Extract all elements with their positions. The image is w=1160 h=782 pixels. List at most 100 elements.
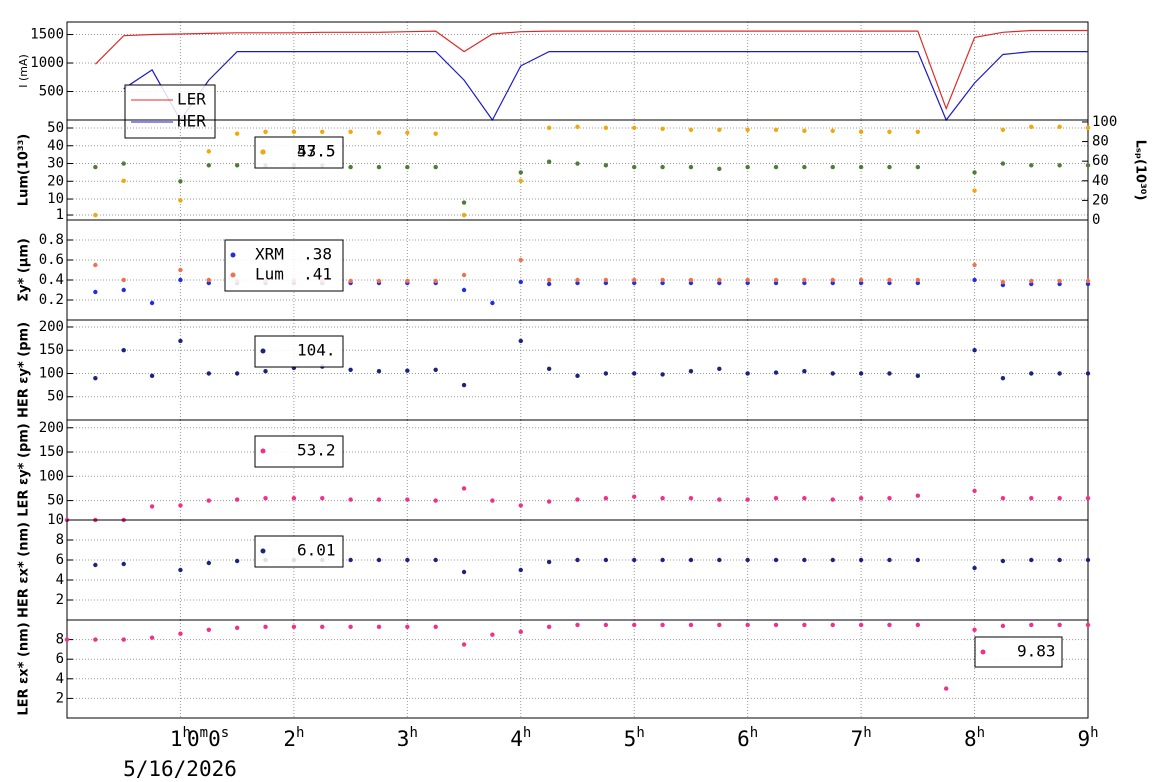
data-point	[660, 495, 665, 501]
legend-box	[254, 435, 344, 468]
data-point	[348, 367, 353, 372]
data-point	[802, 164, 807, 170]
data-point	[688, 622, 694, 628]
legend-label: LER	[177, 90, 206, 109]
y-axis-label: LER εy* (pm)	[17, 423, 32, 516]
data-point	[830, 371, 835, 376]
y-tick-label: 8	[56, 632, 64, 648]
x-tick-label: 5h	[624, 725, 645, 751]
data-point	[93, 637, 98, 642]
date-label: 5/16/2026	[123, 757, 237, 781]
data-point	[376, 278, 382, 284]
y-tick-label: 6	[56, 552, 64, 568]
data-point	[1029, 371, 1034, 376]
data-point	[858, 557, 864, 563]
data-point	[830, 277, 835, 283]
data-point	[518, 338, 523, 344]
data-point	[660, 277, 665, 283]
data-point	[291, 129, 297, 134]
data-point	[178, 198, 183, 203]
data-point	[178, 277, 183, 283]
data-point	[518, 629, 523, 634]
data-point	[518, 279, 523, 285]
data-point	[717, 366, 722, 372]
data-point	[518, 257, 523, 263]
data-point	[93, 289, 98, 295]
data-point	[717, 497, 722, 502]
y2-tick-label: 20	[1092, 192, 1109, 208]
data-point	[887, 371, 892, 376]
x-tick-label: 2h	[283, 725, 304, 751]
data-point	[1000, 375, 1006, 381]
data-point	[206, 163, 212, 168]
y-tick-label: 2	[56, 592, 64, 608]
data-point	[632, 557, 637, 563]
data-point	[461, 642, 467, 647]
data-point	[461, 272, 467, 278]
data-point	[518, 178, 523, 183]
data-point	[603, 622, 609, 628]
data-point	[206, 277, 212, 283]
data-point	[93, 164, 98, 170]
x-tick-label: 1h	[170, 725, 191, 751]
data-point	[1000, 558, 1006, 564]
data-point	[603, 495, 609, 501]
data-point	[717, 622, 722, 628]
data-point	[773, 622, 779, 628]
data-point	[121, 287, 126, 293]
data-point	[178, 631, 183, 636]
data-point	[717, 166, 722, 172]
data-point	[490, 632, 495, 637]
data-point	[1029, 495, 1034, 501]
y-tick-label: 100	[39, 468, 64, 484]
legend-swatch	[260, 448, 266, 454]
data-point	[1085, 557, 1091, 563]
y-tick-label: 1	[56, 207, 64, 223]
data-point	[1085, 622, 1091, 628]
data-point	[660, 557, 665, 563]
data-point	[915, 129, 921, 134]
data-point	[632, 277, 637, 283]
legend-label: 53.2	[297, 441, 336, 460]
data-point	[320, 129, 325, 134]
y-axis-label: Lum(10³³)	[17, 134, 32, 206]
data-point	[773, 370, 779, 375]
y2-tick-label: 0	[1092, 212, 1100, 228]
y-tick-label: 100	[39, 365, 64, 381]
data-point	[972, 348, 977, 353]
data-point	[1029, 557, 1034, 563]
data-point	[433, 498, 438, 503]
y-axis-label: LER εx* (nm)	[17, 622, 32, 715]
data-point	[915, 373, 921, 379]
data-point	[972, 627, 977, 632]
data-point	[972, 170, 977, 175]
data-point	[433, 557, 438, 563]
data-point	[376, 497, 382, 502]
legend-swatch	[230, 252, 236, 258]
data-point	[376, 368, 382, 374]
data-point	[745, 127, 750, 133]
legend-box	[254, 335, 344, 368]
data-point	[717, 277, 722, 283]
series-line	[123, 51, 1088, 122]
data-point	[234, 558, 240, 564]
data-point	[1029, 278, 1034, 284]
plot-frame	[66, 619, 1089, 719]
data-point	[1057, 278, 1062, 284]
data-point	[206, 149, 212, 154]
data-point	[178, 267, 183, 273]
data-point	[1000, 623, 1006, 629]
data-point	[1000, 495, 1006, 501]
data-point	[915, 277, 921, 283]
data-point	[121, 637, 126, 642]
data-point	[93, 262, 98, 268]
data-point	[376, 130, 382, 135]
data-point	[887, 495, 892, 501]
data-point	[1029, 622, 1034, 628]
data-point	[348, 497, 353, 502]
data-point	[405, 164, 410, 170]
data-point	[234, 497, 240, 502]
data-point	[433, 278, 438, 284]
data-point	[858, 164, 864, 170]
data-point	[745, 557, 750, 563]
